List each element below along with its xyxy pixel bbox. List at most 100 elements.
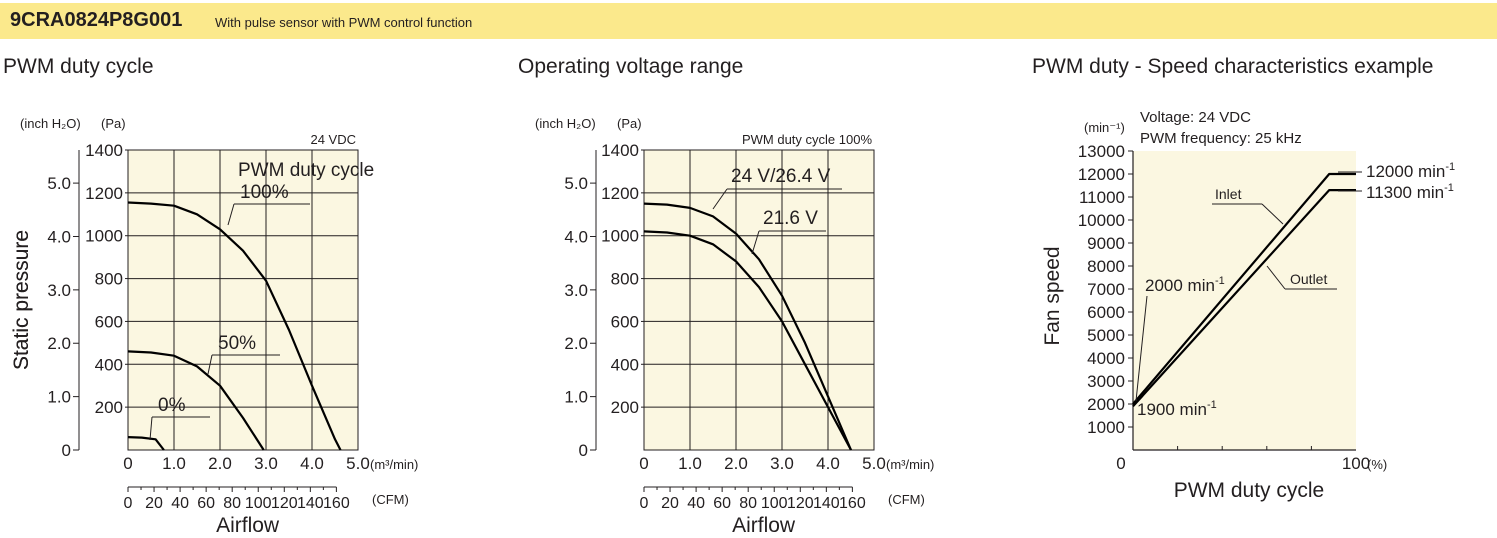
chart1-curve-3 xyxy=(127,436,165,451)
chart2-inch-tick-label: 1.0 xyxy=(564,388,588,407)
chart2-pa-tick-label: 1200 xyxy=(601,184,639,203)
chart3-y-tick-label: 13000 xyxy=(1078,142,1125,161)
chart1-cfm-tick-label: 60 xyxy=(197,495,215,512)
chart2-cfm-tick-label: 0 xyxy=(640,495,649,512)
chart1-cfm-tick-label: 0 xyxy=(124,495,133,512)
chart2-pa-tick-label: 800 xyxy=(611,270,639,289)
chart1-legend-label: PWM duty cycle xyxy=(238,160,374,181)
chart1-m3min-tick-label: 0 xyxy=(123,454,132,473)
chart2-inch-tick-label: 2.0 xyxy=(564,334,588,353)
chart1-cfm-tick-label: 40 xyxy=(171,495,189,512)
chart1-cfm-tick-label: 100 xyxy=(245,495,272,512)
chart1-pa-tick-label: 200 xyxy=(95,398,123,417)
chart2-curve-1 xyxy=(643,202,853,451)
chart1-pa-tick-label: 600 xyxy=(95,312,123,331)
chart3-title: PWM duty - Speed characteristics example xyxy=(1032,55,1434,78)
chart3-x-tick-label: 0 xyxy=(1116,454,1125,473)
chart3-y-tick-label: 3000 xyxy=(1087,372,1125,391)
chart1-label-leader xyxy=(149,416,153,441)
chart2-cfm-tick-label: 60 xyxy=(713,495,731,512)
chart3-y-tick-label: 2000 xyxy=(1087,395,1125,414)
chart3-curve-2 xyxy=(1132,189,1356,408)
chart2-pa-tick-label: 400 xyxy=(611,355,639,374)
chart1-cfm-tick-label: 80 xyxy=(223,495,241,512)
chart2-curve-2 xyxy=(643,230,852,451)
chart2-pa-tick-label: 1400 xyxy=(601,141,639,160)
chart1-cfm-tick-label: 140 xyxy=(297,495,324,512)
chart1-series-label-3: 0% xyxy=(158,395,186,416)
chart3-x-tick-label: 100 xyxy=(1342,454,1370,473)
chart2-title: Operating voltage range xyxy=(518,55,744,78)
chart3-annotation-max-outlet: 11300 min-1 xyxy=(1366,182,1454,202)
chart1-inch-tick-label: 0 xyxy=(62,441,71,460)
chart1-inch-unit: (inch H₂O) xyxy=(20,116,81,131)
chart1-m3min-tick-label: 1.0 xyxy=(162,454,186,473)
chart2-cfm-tick-label: 160 xyxy=(839,495,866,512)
chart1-label-leader xyxy=(227,203,235,226)
chart3-curve-1 xyxy=(1132,172,1356,405)
chart3-y-tick-label: 6000 xyxy=(1087,303,1125,322)
chart2-cfm-tick-label: 40 xyxy=(687,495,705,512)
chart3-label-leader xyxy=(1261,203,1284,225)
chart1-cfm-tick-label: 160 xyxy=(323,495,350,512)
chart2-plot-area xyxy=(643,149,875,451)
chart3-y-tick-label: 9000 xyxy=(1087,234,1125,253)
chart1-pa-tick-label: 1200 xyxy=(85,184,123,203)
chart1-plot-area xyxy=(127,149,359,451)
chart1-m3min-tick-label: 4.0 xyxy=(300,454,324,473)
chart2-m3min-unit: (m³/min) xyxy=(886,457,934,472)
chart1-xlabel: Airflow xyxy=(216,514,280,537)
chart2-m3min-tick-label: 5.0 xyxy=(862,454,886,473)
chart1-m3min-tick-label: 5.0 xyxy=(346,454,370,473)
chart1-pa-tick-label: 1000 xyxy=(85,227,123,246)
chart3-y-tick-label: 10000 xyxy=(1078,211,1125,230)
chart2-pa-tick-label: 200 xyxy=(611,398,639,417)
model-description: With pulse sensor with PWM control funct… xyxy=(215,15,473,30)
chart2-pa-tick-label: 1000 xyxy=(601,227,639,246)
chart1-ylabel: Static pressure xyxy=(10,230,33,370)
chart2-pa-unit: (Pa) xyxy=(617,116,642,131)
chart2-inch-tick-label: 0 xyxy=(579,441,588,460)
chart1-inch-tick-label: 2.0 xyxy=(47,334,71,353)
chart3-series-label-1: Inlet xyxy=(1215,186,1242,202)
chart1-pa-tick-label: 800 xyxy=(95,270,123,289)
chart2-m3min-tick-label: 0 xyxy=(639,454,648,473)
chart2-cfm-unit: (CFM) xyxy=(888,492,925,507)
chart1-label-leader xyxy=(207,354,213,375)
chart3-annotation-leader xyxy=(1135,295,1148,402)
chart1-curve-1 xyxy=(127,201,342,451)
chart1-cfm-tick-label: 120 xyxy=(271,495,298,512)
chart1-m3min-tick-label: 2.0 xyxy=(208,454,232,473)
chart3-xlabel: PWM duty cycle xyxy=(1174,479,1325,502)
chart3-ylabel: Fan speed xyxy=(1041,246,1064,345)
chart2-m3min-tick-label: 1.0 xyxy=(678,454,702,473)
chart3-annotation-min-inlet: 2000 min-1 xyxy=(1145,275,1225,295)
chart1-title: PWM duty cycle xyxy=(3,55,154,78)
chart2-cfm-tick-label: 140 xyxy=(813,495,840,512)
chart1-series-label-2: 50% xyxy=(218,333,256,354)
chart1-series-label-1: 100% xyxy=(240,182,289,203)
chart1-inch-tick-label: 3.0 xyxy=(47,281,71,300)
chart1-m3min-tick-label: 3.0 xyxy=(254,454,278,473)
chart2-m3min-tick-label: 2.0 xyxy=(724,454,748,473)
chart2-m3min-tick-label: 3.0 xyxy=(770,454,794,473)
chart3-y-unit: (min⁻¹) xyxy=(1084,120,1125,135)
chart3-y-tick-label: 8000 xyxy=(1087,257,1125,276)
chart2-cfm-tick-label: 100 xyxy=(761,495,788,512)
chart3-y-tick-label: 11000 xyxy=(1079,188,1125,207)
chart2-note: PWM duty cycle 100% xyxy=(742,132,872,147)
chart2-ylabel: Static pressure xyxy=(10,230,33,370)
chart2-label-leader xyxy=(751,230,760,255)
chart3-condition-frequency: PWM frequency: 25 kHz xyxy=(1140,130,1302,147)
chart3-x-unit: (%) xyxy=(1367,457,1387,472)
chart3-y-tick-label: 4000 xyxy=(1087,349,1125,368)
chart2-inch-unit: (inch H₂O) xyxy=(535,116,596,131)
chart2-xlabel: Airflow xyxy=(732,514,796,537)
chart1-inch-tick-label: 4.0 xyxy=(47,227,71,246)
chart3-y-tick-label: 12000 xyxy=(1078,165,1125,184)
chart1-curve-2 xyxy=(127,350,265,451)
chart3-annotation-min-outlet: 1900 min-1 xyxy=(1137,399,1217,419)
chart2-m3min-tick-label: 4.0 xyxy=(816,454,840,473)
chart3-y-tick-label: 7000 xyxy=(1087,280,1125,299)
